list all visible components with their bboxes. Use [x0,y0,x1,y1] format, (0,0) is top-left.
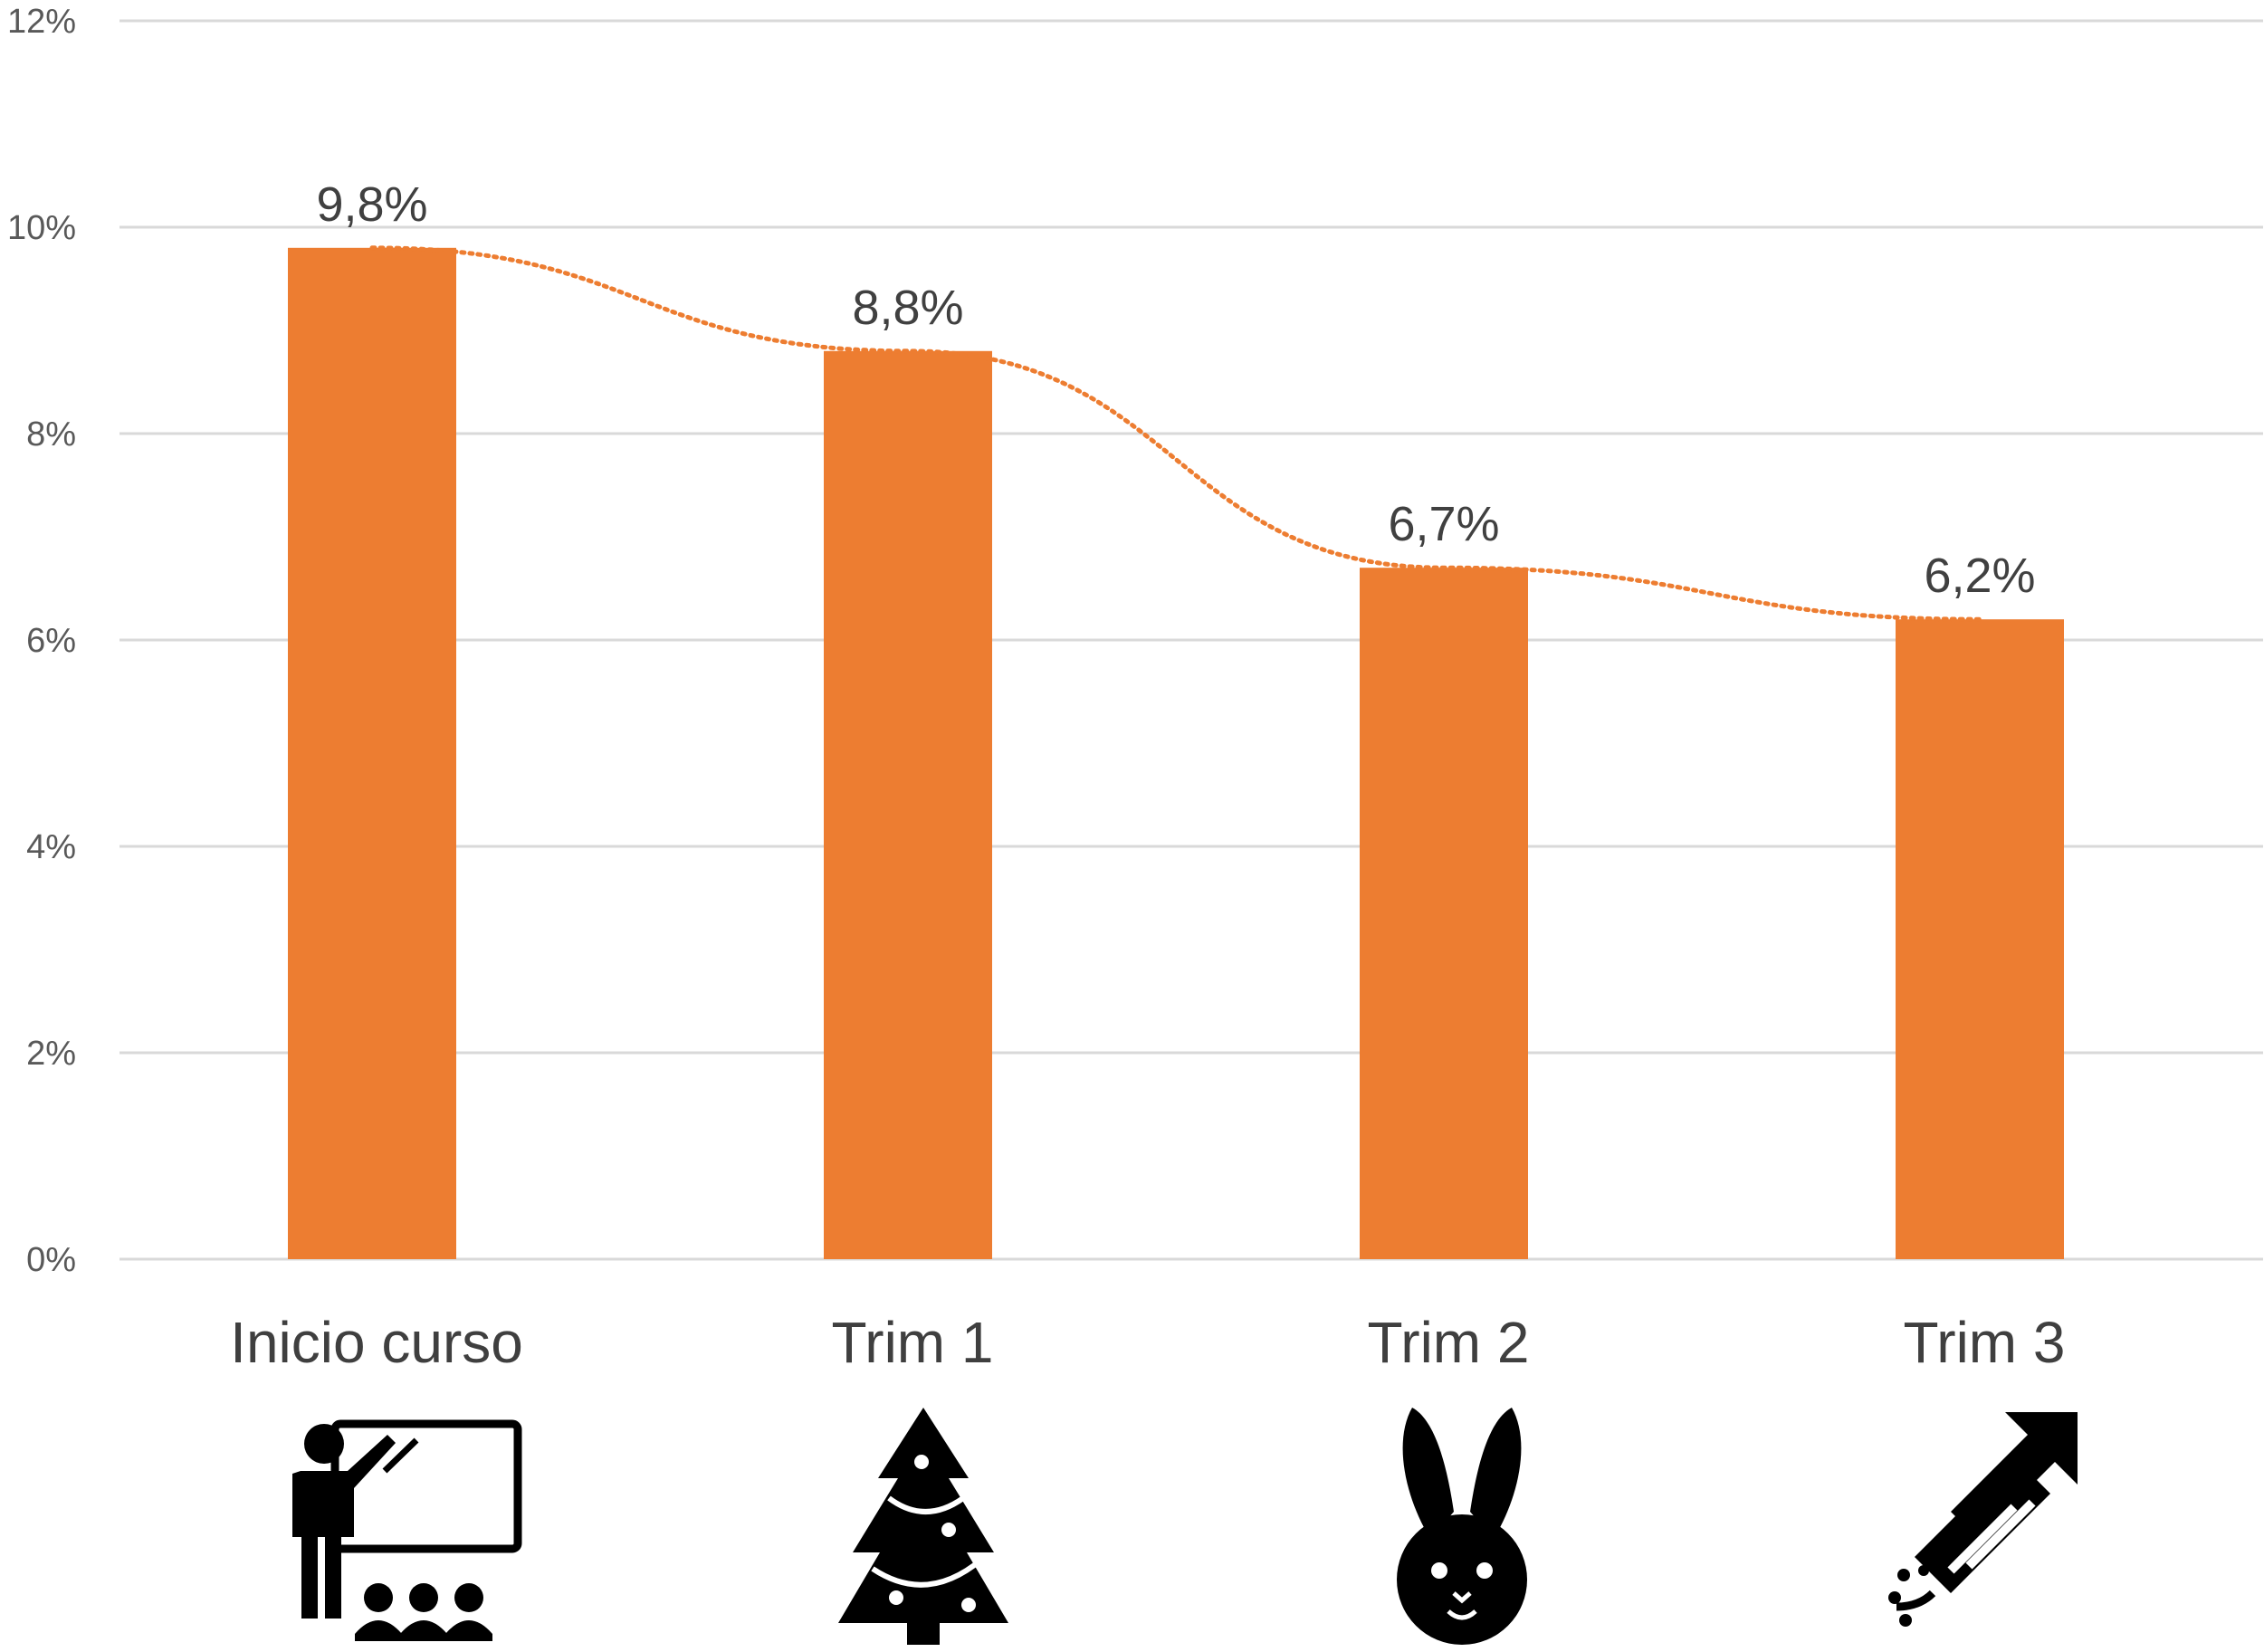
x-axis: Inicio curso Trim 1 Trim 2 Trim 3 [230,1310,2065,1375]
y-tick-label: 10% [7,209,76,247]
data-label: 8,8% [852,281,963,335]
firework-rocket-icon [1888,1412,2078,1627]
y-tick-label: 4% [26,828,76,866]
x-tick-label: Trim 3 [1904,1310,2066,1375]
bars [288,247,2064,1259]
y-tick-label: 12% [7,3,76,41]
x-tick-label: Trim 1 [832,1310,994,1375]
y-axis: 0% 2% 4% 6% 8% 10% 12% [7,3,76,1279]
data-labels: 9,8% 8,8% 6,7% 6,2% [316,177,2035,603]
y-tick-label: 0% [26,1241,76,1279]
y-tick-label: 6% [26,622,76,660]
trendline [369,245,1982,622]
trendline-path [369,245,1982,622]
rabbit-icon [1397,1408,1527,1645]
bar [288,247,456,1259]
data-label: 9,8% [316,177,427,232]
bar [1896,619,2064,1259]
data-label: 6,2% [1924,549,2035,603]
christmas-tree-icon [838,1408,1008,1645]
gridlines [119,19,2263,1261]
teacher-classroom-icon [292,1419,522,1641]
bar [1360,568,1528,1259]
y-tick-label: 8% [26,415,76,454]
x-tick-label: Trim 2 [1368,1310,1530,1375]
x-tick-label: Inicio curso [230,1310,523,1375]
y-tick-label: 2% [26,1035,76,1073]
data-label: 6,7% [1388,497,1499,551]
bar [824,350,992,1259]
